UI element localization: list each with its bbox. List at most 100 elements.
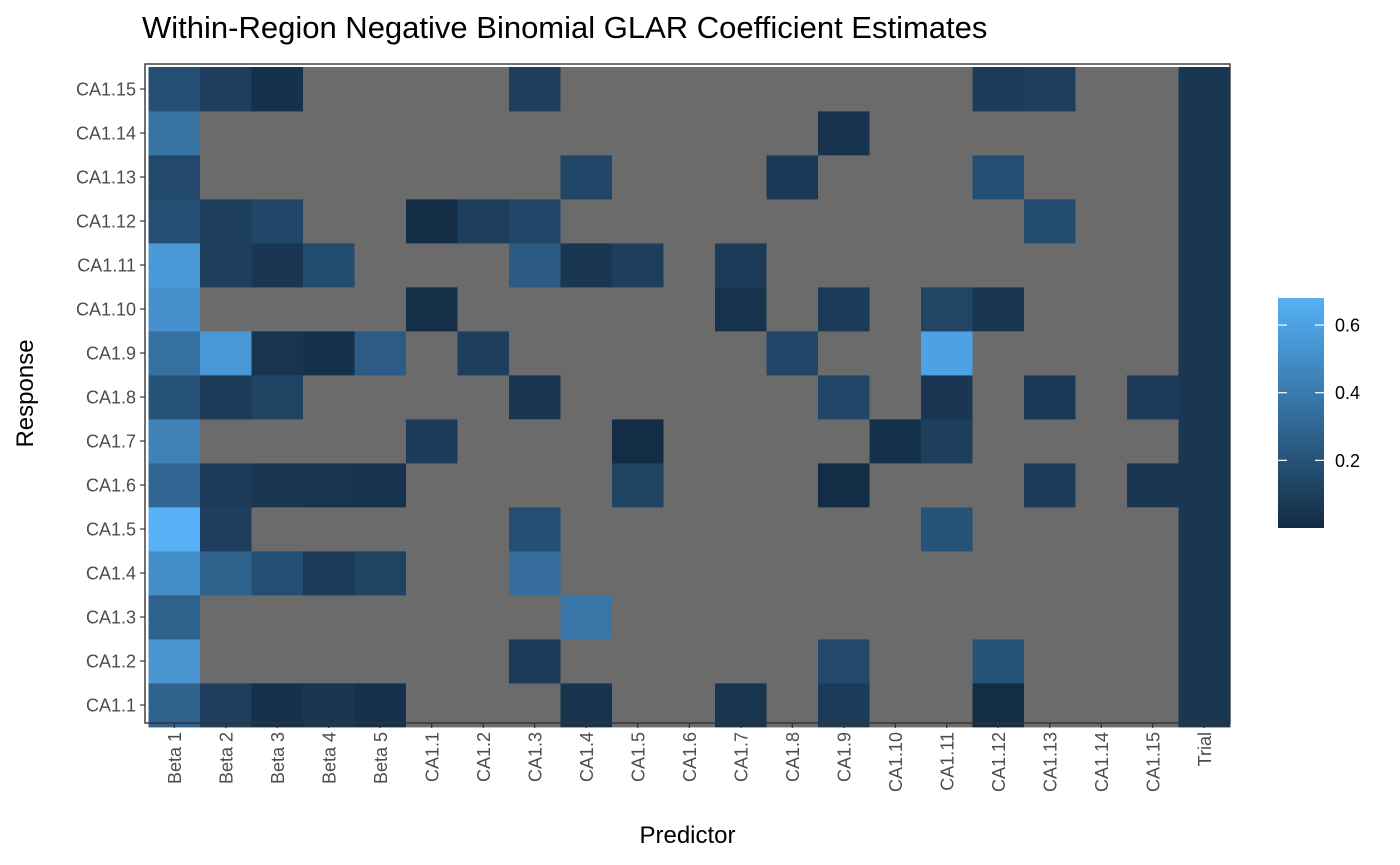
heatmap-cell (715, 507, 767, 552)
heatmap-cell (612, 155, 664, 200)
heatmap-cell (1075, 243, 1128, 288)
heatmap-cell (406, 199, 458, 244)
heatmap-cell (1024, 551, 1076, 596)
heatmap-cell (715, 331, 767, 376)
heatmap-cell (406, 287, 458, 332)
heatmap-cell (1127, 595, 1179, 640)
y-tick-label: CA1.6 (86, 476, 136, 496)
heatmap-cell (715, 243, 767, 288)
heatmap-cell (1127, 463, 1179, 508)
heatmap-cell (766, 155, 819, 200)
heatmap-cell (457, 683, 510, 728)
heatmap-cell (1127, 683, 1179, 728)
heatmap-cell (303, 375, 355, 420)
heatmap-cell (457, 111, 510, 156)
heatmap-cell (612, 111, 664, 156)
heatmap-cell (1075, 463, 1128, 508)
heatmap-cell (972, 155, 1025, 200)
heatmap-cell (560, 331, 613, 376)
heatmap-cell (869, 199, 922, 244)
heatmap-cell (509, 639, 561, 684)
heatmap-cell (200, 331, 252, 376)
heatmap-cell (1127, 551, 1179, 596)
y-tick-label: CA1.13 (76, 168, 136, 188)
y-tick-label: CA1.4 (86, 564, 136, 584)
heatmap-cell (1127, 419, 1179, 464)
heatmap-cell (406, 551, 458, 596)
heatmap-cell (303, 551, 355, 596)
heatmap-cell (354, 331, 407, 376)
heatmap-cell (354, 243, 407, 288)
x-tick-label: Beta 4 (319, 732, 339, 784)
heatmap-cell (663, 507, 716, 552)
x-tick-label: Beta 5 (371, 732, 391, 784)
heatmap-cell (200, 595, 252, 640)
heatmap-cell (354, 199, 407, 244)
heatmap-cell (200, 683, 252, 728)
x-tick-label: CA1.1 (422, 732, 442, 782)
heatmap-cell (869, 463, 922, 508)
color-legend: 0.2 0.4 0.6 (1278, 298, 1360, 528)
heatmap-cell (818, 331, 870, 376)
heatmap-cell (303, 287, 355, 332)
heatmap-cell (509, 155, 561, 200)
x-tick-label: CA1.5 (628, 732, 648, 782)
heatmap-cell (921, 67, 973, 112)
heatmap-cell (406, 463, 458, 508)
heatmap-cell (251, 419, 304, 464)
heatmap-cell (560, 243, 613, 288)
heatmap-cell (148, 683, 201, 728)
heatmap-cell (251, 243, 304, 288)
heatmap-cell (303, 111, 355, 156)
heatmap-cell (560, 419, 613, 464)
heatmap-cell (148, 595, 201, 640)
heatmap-cell (406, 155, 458, 200)
heatmap-cell (354, 683, 407, 728)
heatmap-cell (457, 551, 510, 596)
heatmap-cell (818, 243, 870, 288)
heatmap-cell (1127, 111, 1179, 156)
heatmap-cell (766, 419, 819, 464)
heatmap-cell (972, 551, 1025, 596)
heatmap-cell (509, 463, 561, 508)
heatmap-cell (612, 419, 664, 464)
legend-tick-label: 0.2 (1335, 451, 1360, 471)
heatmap-cell (560, 199, 613, 244)
heatmap-cell (1075, 551, 1128, 596)
y-tick-label: CA1.5 (86, 520, 136, 540)
heatmap-cell (1024, 331, 1076, 376)
legend-tick-label: 0.4 (1335, 383, 1360, 403)
heatmap-cell (251, 111, 304, 156)
heatmap-cell (663, 199, 716, 244)
heatmap-cell (1178, 683, 1231, 728)
heatmap-cell (1075, 287, 1128, 332)
heatmap-cell (972, 67, 1025, 112)
heatmap-cell (1178, 243, 1231, 288)
heatmap-cell (1178, 111, 1231, 156)
heatmap-cell (251, 595, 304, 640)
y-tick-label: CA1.11 (77, 256, 136, 276)
heatmap-cell (560, 551, 613, 596)
heatmap-cell (612, 595, 664, 640)
heatmap-cell (560, 507, 613, 552)
x-tick-label: Beta 1 (165, 732, 185, 784)
heatmap-cell (509, 595, 561, 640)
heatmap-cell (921, 331, 973, 376)
heatmap-cell (612, 639, 664, 684)
heatmap-cell (921, 243, 973, 288)
y-tick-label: CA1.1 (86, 696, 136, 716)
heatmap-cell (818, 67, 870, 112)
heatmap-cell (818, 375, 870, 420)
heatmap-cell (1024, 199, 1076, 244)
heatmap-cell (251, 375, 304, 420)
heatmap-cell (251, 155, 304, 200)
heatmap-cell (303, 243, 355, 288)
heatmap-cell (354, 287, 407, 332)
heatmap-cell (354, 419, 407, 464)
heatmap-cell (1075, 683, 1128, 728)
heatmap-cell (869, 67, 922, 112)
heatmap-cell (354, 463, 407, 508)
heatmap-cell (1024, 155, 1076, 200)
heatmap-cell (560, 67, 613, 112)
x-tick-label: CA1.11 (937, 732, 957, 791)
